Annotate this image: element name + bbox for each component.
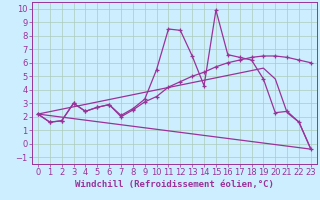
X-axis label: Windchill (Refroidissement éolien,°C): Windchill (Refroidissement éolien,°C)	[75, 180, 274, 189]
